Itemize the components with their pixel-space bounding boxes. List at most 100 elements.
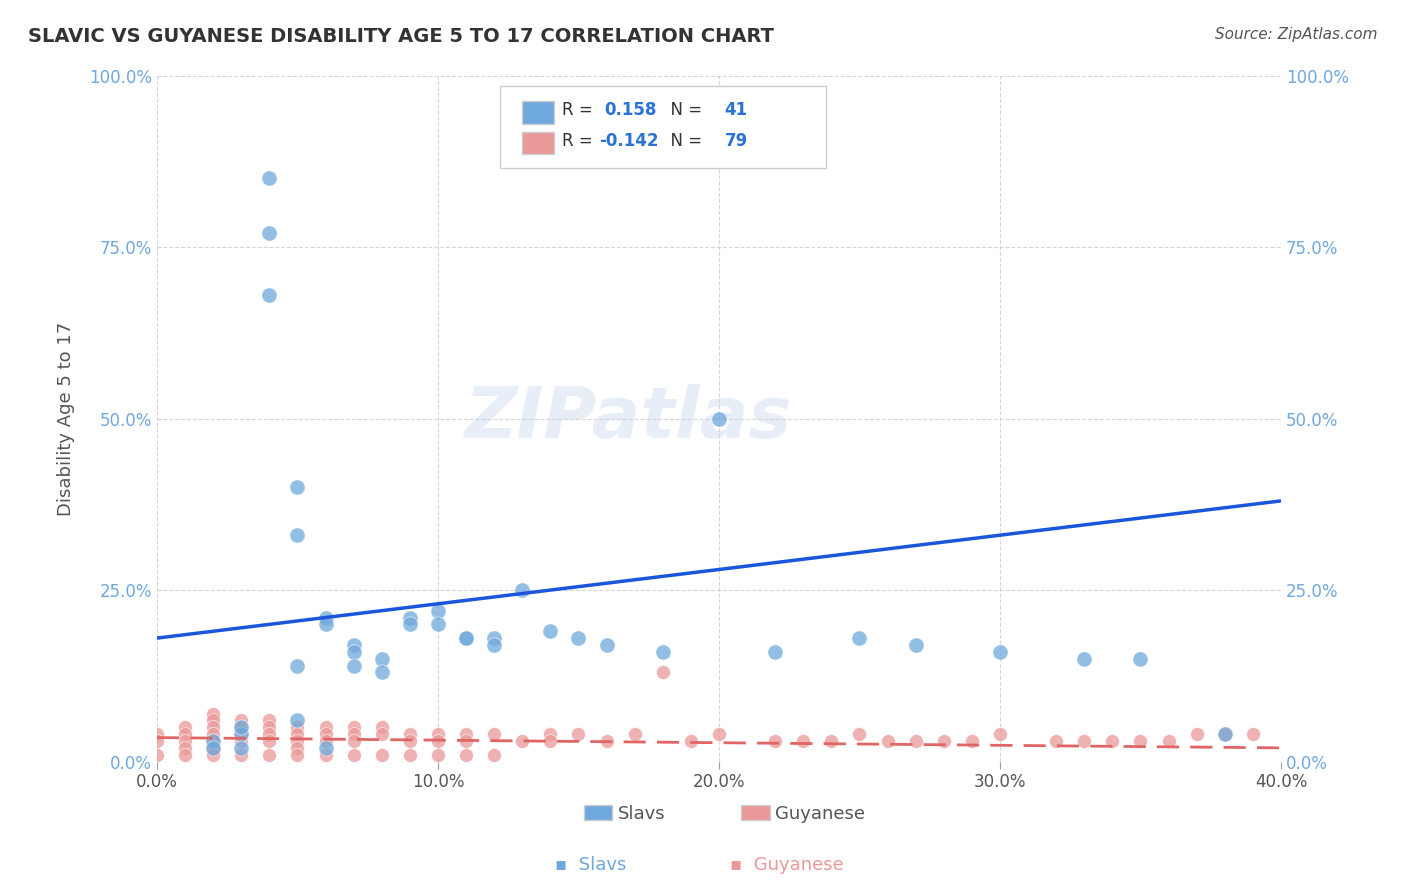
Point — [259, 727, 281, 741]
Point — [932, 734, 955, 748]
Point — [792, 734, 814, 748]
Point — [567, 631, 589, 645]
Text: Source: ZipAtlas.com: Source: ZipAtlas.com — [1215, 27, 1378, 42]
Point — [146, 734, 169, 748]
Point — [315, 617, 337, 632]
Point — [1241, 727, 1264, 741]
Point — [259, 288, 281, 302]
Point — [287, 740, 309, 755]
Point — [287, 480, 309, 494]
Y-axis label: Disability Age 5 to 17: Disability Age 5 to 17 — [58, 321, 75, 516]
Point — [259, 171, 281, 186]
Point — [454, 631, 477, 645]
Point — [426, 734, 449, 748]
Point — [623, 727, 645, 741]
Point — [679, 734, 702, 748]
Point — [398, 727, 420, 741]
Point — [343, 734, 366, 748]
Point — [231, 720, 253, 734]
Point — [202, 734, 225, 748]
Point — [287, 734, 309, 748]
Point — [1129, 651, 1152, 665]
Point — [1157, 734, 1180, 748]
Point — [343, 658, 366, 673]
Point — [287, 727, 309, 741]
Point — [904, 734, 927, 748]
Point — [426, 617, 449, 632]
Point — [231, 734, 253, 748]
Bar — [522, 132, 554, 154]
Text: 41: 41 — [724, 101, 748, 119]
Text: Guyanese: Guyanese — [775, 805, 865, 823]
Point — [315, 734, 337, 748]
Point — [202, 727, 225, 741]
Text: -0.142: -0.142 — [599, 132, 658, 150]
Point — [398, 610, 420, 624]
Point — [482, 631, 505, 645]
Point — [174, 720, 197, 734]
Point — [482, 747, 505, 762]
Point — [510, 734, 533, 748]
Text: Slavs: Slavs — [617, 805, 665, 823]
Point — [1129, 734, 1152, 748]
Point — [202, 747, 225, 762]
Text: SLAVIC VS GUYANESE DISABILITY AGE 5 TO 17 CORRELATION CHART: SLAVIC VS GUYANESE DISABILITY AGE 5 TO 1… — [28, 27, 775, 45]
Point — [287, 720, 309, 734]
Point — [259, 714, 281, 728]
Point — [287, 528, 309, 542]
Point — [231, 720, 253, 734]
Point — [848, 631, 870, 645]
Point — [315, 720, 337, 734]
Point — [259, 747, 281, 762]
Point — [259, 720, 281, 734]
Text: N =: N = — [661, 101, 707, 119]
Point — [1101, 734, 1123, 748]
Point — [343, 645, 366, 659]
Text: ▪  Slavs: ▪ Slavs — [555, 856, 626, 874]
Point — [259, 734, 281, 748]
Point — [426, 747, 449, 762]
Text: R =: R = — [561, 132, 598, 150]
Point — [174, 740, 197, 755]
Point — [287, 658, 309, 673]
Point — [371, 747, 394, 762]
Point — [763, 645, 786, 659]
Point — [202, 720, 225, 734]
Point — [482, 727, 505, 741]
Point — [426, 604, 449, 618]
Point — [315, 747, 337, 762]
Point — [482, 638, 505, 652]
Text: 79: 79 — [724, 132, 748, 150]
Text: R =: R = — [561, 101, 598, 119]
Point — [1073, 651, 1095, 665]
Point — [707, 727, 730, 741]
Point — [454, 747, 477, 762]
Point — [343, 747, 366, 762]
Point — [538, 624, 561, 639]
Point — [231, 747, 253, 762]
Point — [595, 734, 617, 748]
Point — [1213, 727, 1236, 741]
Point — [398, 734, 420, 748]
Point — [371, 651, 394, 665]
Point — [202, 734, 225, 748]
Point — [595, 638, 617, 652]
Point — [1213, 727, 1236, 741]
Point — [315, 740, 337, 755]
Point — [371, 720, 394, 734]
FancyBboxPatch shape — [499, 86, 825, 168]
Text: N =: N = — [661, 132, 707, 150]
Point — [567, 727, 589, 741]
Point — [876, 734, 898, 748]
Point — [231, 727, 253, 741]
Point — [398, 617, 420, 632]
Point — [651, 665, 673, 680]
Point — [904, 638, 927, 652]
Point — [231, 727, 253, 741]
Point — [174, 747, 197, 762]
Point — [146, 747, 169, 762]
Point — [988, 727, 1011, 741]
Point — [343, 727, 366, 741]
Point — [259, 227, 281, 241]
Point — [988, 645, 1011, 659]
